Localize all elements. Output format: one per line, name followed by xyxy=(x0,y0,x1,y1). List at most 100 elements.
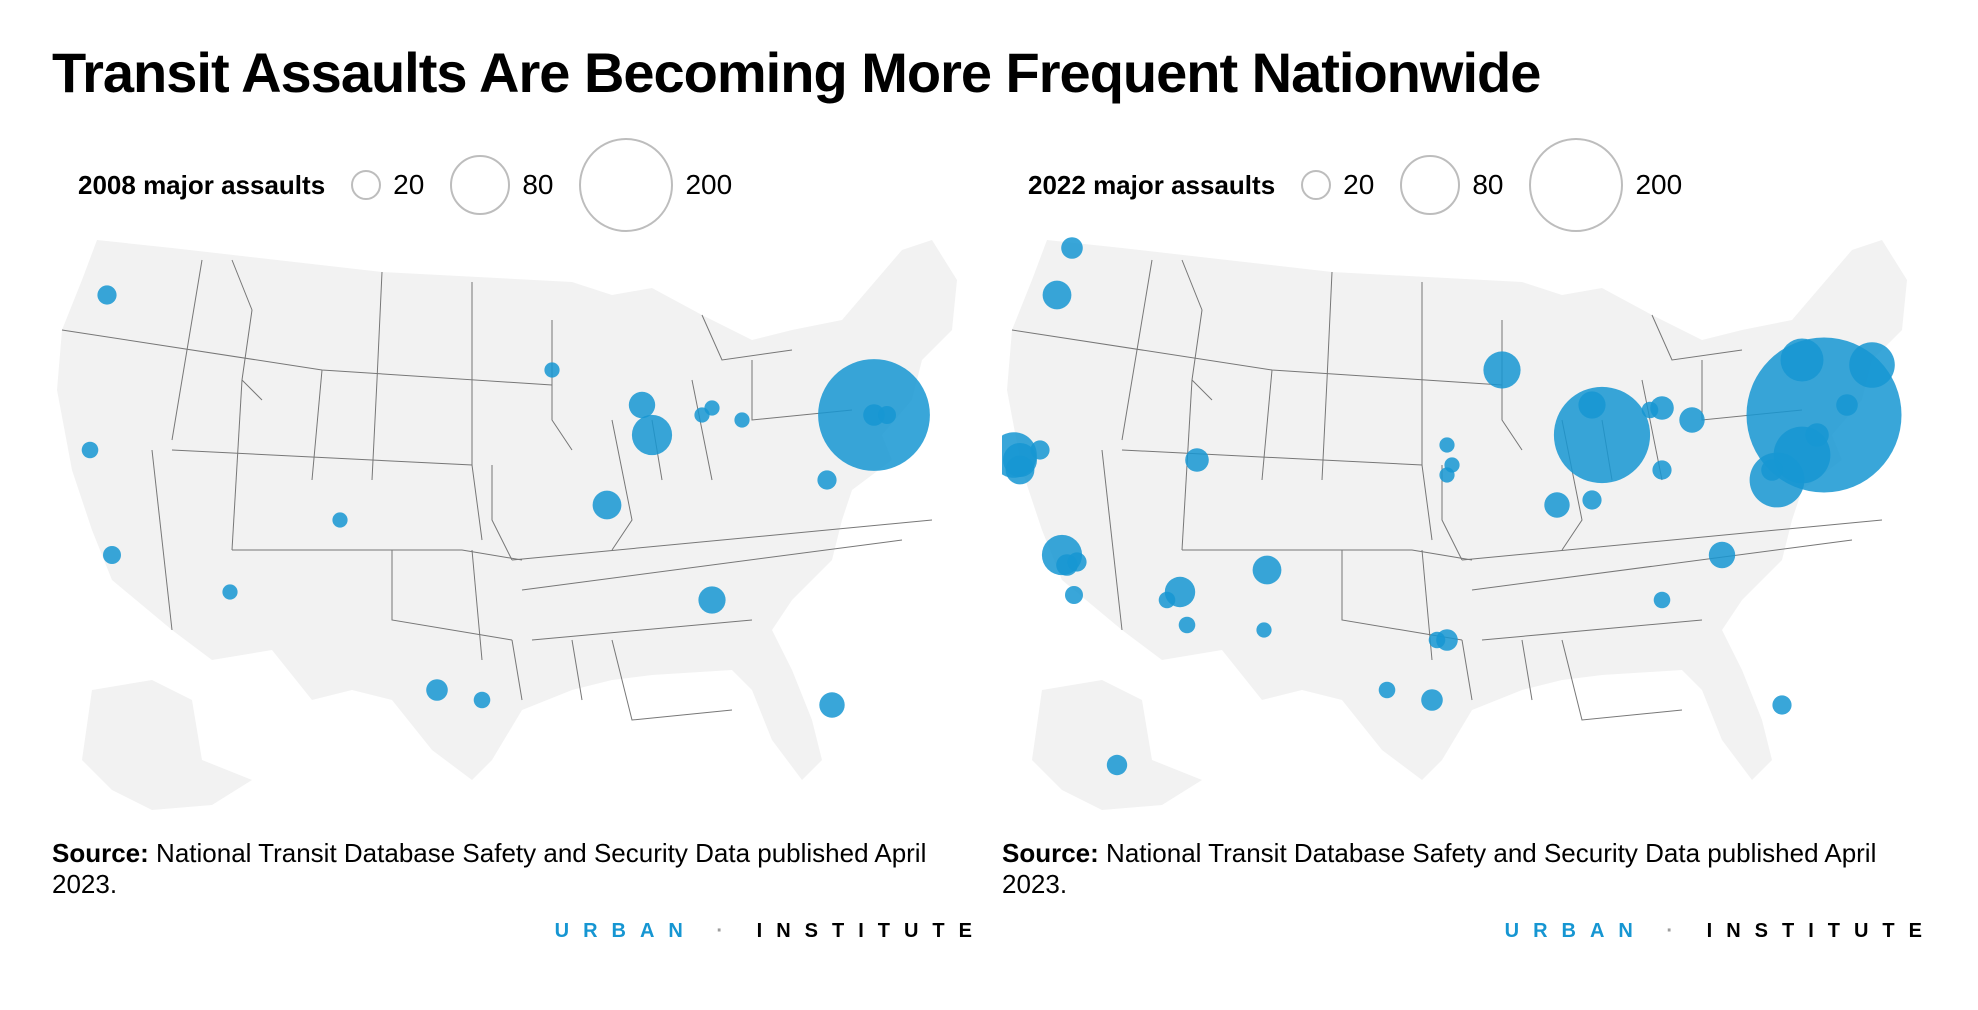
city-bubble[interactable]: Seattle, WA: 10 xyxy=(1061,237,1083,259)
panel-2022: 2022 major assaults 20 80 200 Seattle, W… xyxy=(1002,120,1942,960)
legend-value: 200 xyxy=(685,169,733,200)
state-border xyxy=(1321,271,1333,481)
city-bubble[interactable]: Cleveland, OH: 5 xyxy=(734,412,750,428)
state-border xyxy=(521,539,903,591)
legend-value: 80 xyxy=(1472,169,1504,200)
city-bubble[interactable]: Denver, CO: 5 xyxy=(332,512,348,528)
city-bubble[interactable]: Chicago, IL: 200 xyxy=(1553,386,1651,484)
city-bubble[interactable]: Houston, TX: 10 xyxy=(1421,689,1443,711)
city-bubble[interactable]: Champaign, IL: 8 xyxy=(1582,490,1602,510)
city-bubble[interactable]: El Paso, TX: 5 xyxy=(1256,622,1272,638)
city-bubble[interactable]: Phoenix, AZ: 5 xyxy=(222,584,238,600)
state-border xyxy=(471,549,483,661)
city-bubble[interactable]: Chicago, IL: 35 xyxy=(631,414,673,456)
city-bubble[interactable]: Washington, DC: 8 xyxy=(817,470,837,490)
legend-value: 200 xyxy=(1635,169,1683,200)
city-bubble[interactable]: Anchorage, AK: 9 xyxy=(1106,754,1128,776)
logo-urban: URBAN xyxy=(1504,920,1647,942)
city-bubble[interactable]: Salt Lake City, UT: 12 xyxy=(1185,448,1209,472)
city-bubble[interactable]: Las Vegas, NV: 6 xyxy=(1158,591,1176,609)
city-bubble[interactable]: St. Louis, MO: 18 xyxy=(592,490,622,520)
city-bubble[interactable]: Minneapolis, MN: 30 xyxy=(1483,351,1521,389)
legend-circle-medium xyxy=(1400,155,1461,215)
city-bubble[interactable]: New York area (3): 7 xyxy=(878,406,896,424)
legend-circle-small xyxy=(351,170,382,200)
city-bubble[interactable]: Austin, TX: 10 xyxy=(426,679,448,701)
panel-2008: 2008 major assaults 20 80 200 Portland, … xyxy=(52,120,992,960)
city-bubble[interactable]: Sacramento, CA: 6 xyxy=(81,441,99,459)
legend-circle-medium xyxy=(450,155,511,215)
city-bubble[interactable]: St. Louis, MO: 14 xyxy=(1544,492,1570,518)
city-bubble[interactable]: New York area (2): 10 xyxy=(863,404,885,426)
city-bubble[interactable]: Cleveland, OH: 14 xyxy=(1679,407,1705,433)
city-bubble[interactable]: Los Angeles, CA: 7 xyxy=(103,546,121,564)
city-bubble[interactable]: Atlanta, GA: 6 xyxy=(1653,591,1671,609)
state-border xyxy=(1341,550,1463,641)
source-text: National Transit Database Safety and Sec… xyxy=(1002,838,1877,899)
city-bubble[interactable]: Omaha, NE: 5 xyxy=(1439,437,1455,453)
us-land xyxy=(57,240,957,780)
city-bubble[interactable]: Houston, TX: 6 xyxy=(473,691,491,709)
city-bubble[interactable]: Miami, FL: 14 xyxy=(819,692,845,718)
city-bubble[interactable]: Atlanta, GA: 16 xyxy=(698,586,726,614)
city-bubble[interactable]: Charlotte, NC: 15 xyxy=(1708,541,1736,569)
city-bubble[interactable]: Fort Worth, TX: 10 xyxy=(1436,629,1458,651)
state-border xyxy=(1561,639,1683,721)
city-bubble[interactable]: Ann Arbor, MI: 6 xyxy=(1641,401,1659,419)
state-border xyxy=(1481,619,1703,641)
city-bubble[interactable]: San Diego, CA: 7 xyxy=(1065,586,1083,604)
source-text: National Transit Database Safety and Sec… xyxy=(52,838,927,899)
city-bubble[interactable]: Portland, OR: 18 xyxy=(1042,280,1072,310)
state-border xyxy=(391,550,513,641)
city-bubble[interactable]: Washington, DC: 65 xyxy=(1749,452,1805,508)
state-border xyxy=(1651,314,1743,361)
state-border xyxy=(232,549,523,561)
logo-dot: · xyxy=(716,920,738,942)
city-bubble[interactable]: Kansas City, MO: 5 xyxy=(1439,467,1455,483)
alaska-land xyxy=(1032,680,1202,810)
city-bubble[interactable]: Columbus, OH: 8 xyxy=(1652,460,1672,480)
city-bubble[interactable]: Santa Ana, CA: 8 xyxy=(1067,552,1087,572)
city-bubble[interactable]: San Jose, CA: 18 xyxy=(1005,455,1035,485)
city-bubble[interactable]: Tucson, AZ: 6 xyxy=(1178,616,1196,634)
legend-title: 2008 major assaults xyxy=(78,169,326,200)
state-border xyxy=(151,449,173,631)
legend-title: 2022 major assaults xyxy=(1028,169,1276,200)
state-border xyxy=(1461,639,1473,701)
state-border xyxy=(691,379,713,481)
city-bubble[interactable]: Albuquerque, NM: 18 xyxy=(1252,555,1282,585)
state-border xyxy=(571,639,583,701)
state-border xyxy=(311,369,323,481)
logo-dot: · xyxy=(1666,920,1688,942)
urban-institute-logo: URBAN · INSTITUTE xyxy=(1505,920,1936,943)
state-border xyxy=(511,639,523,701)
state-border xyxy=(1182,549,1473,561)
state-border xyxy=(611,419,633,551)
state-border xyxy=(1181,259,1213,401)
source-label: Source: xyxy=(52,838,149,868)
city-bubble[interactable]: Minneapolis, MN: 5 xyxy=(544,362,560,378)
city-bubble[interactable]: New Haven, CT: 10 xyxy=(1836,394,1858,416)
state-border xyxy=(551,320,573,451)
city-bubble[interactable]: Miami, FL: 8 xyxy=(1772,695,1792,715)
source-note: Source: National Transit Database Safety… xyxy=(1002,838,1922,900)
city-bubble[interactable]: Milwaukee, WI: 15 xyxy=(628,391,656,419)
legend-value: 20 xyxy=(1343,169,1375,200)
city-bubble[interactable]: Portland, OR: 8 xyxy=(97,285,117,305)
source-label: Source: xyxy=(1002,838,1099,868)
state-border xyxy=(701,314,793,361)
urban-institute-logo: URBAN · INSTITUTE xyxy=(555,920,986,943)
state-border xyxy=(171,259,203,441)
us-land xyxy=(1007,240,1907,780)
legend-circle-large xyxy=(579,138,674,232)
state-border xyxy=(1521,639,1533,701)
logo-urban: URBAN xyxy=(554,920,697,942)
city-bubble[interactable]: Toledo, OH: 5 xyxy=(694,407,710,423)
source-note: Source: National Transit Database Safety… xyxy=(52,838,972,900)
us-map-2008: Portland, OR: 8 Sacramento, CA: 6 Los Ange… xyxy=(57,240,957,810)
state-border xyxy=(371,271,383,481)
city-bubble[interactable]: Austin, TX: 6 xyxy=(1378,681,1396,699)
logo-institute: INSTITUTE xyxy=(1706,920,1936,942)
state-border xyxy=(1471,539,1853,591)
state-border xyxy=(531,619,753,641)
